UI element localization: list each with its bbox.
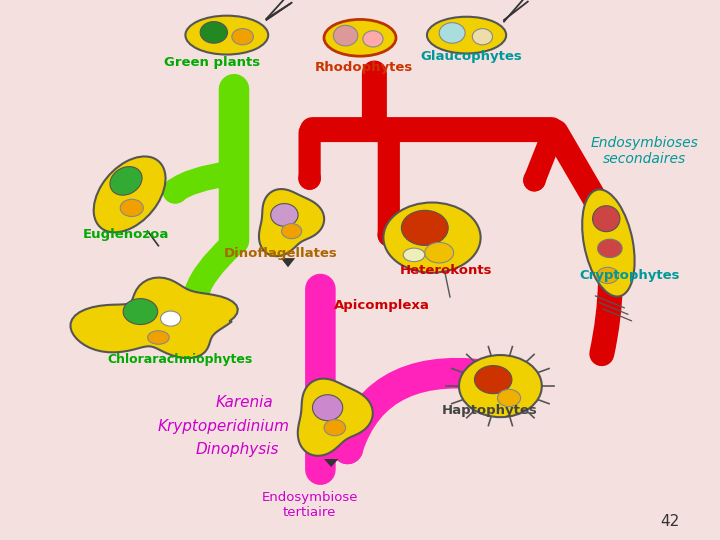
Ellipse shape xyxy=(363,31,383,47)
Ellipse shape xyxy=(232,29,253,45)
Ellipse shape xyxy=(312,395,343,421)
Text: Karenia: Karenia xyxy=(216,395,274,410)
Text: Dinophysis: Dinophysis xyxy=(196,442,279,457)
Text: Cryptophytes: Cryptophytes xyxy=(580,269,680,282)
Text: 42: 42 xyxy=(660,514,679,529)
Ellipse shape xyxy=(427,17,506,53)
Text: Endosymbiose
tertiaire: Endosymbiose tertiaire xyxy=(261,491,358,519)
Ellipse shape xyxy=(472,29,492,45)
Text: Chlorarachniophytes: Chlorarachniophytes xyxy=(107,353,253,366)
Ellipse shape xyxy=(598,239,622,258)
Ellipse shape xyxy=(200,22,228,43)
Ellipse shape xyxy=(474,366,512,394)
Text: Green plants: Green plants xyxy=(164,56,261,69)
Text: Glaucophytes: Glaucophytes xyxy=(420,50,523,63)
Ellipse shape xyxy=(110,167,142,195)
Ellipse shape xyxy=(439,23,465,43)
Ellipse shape xyxy=(123,299,158,325)
Ellipse shape xyxy=(383,202,481,273)
Ellipse shape xyxy=(402,210,448,245)
Ellipse shape xyxy=(324,420,346,436)
Polygon shape xyxy=(281,258,295,267)
Ellipse shape xyxy=(161,311,181,326)
Ellipse shape xyxy=(582,190,634,296)
Ellipse shape xyxy=(185,16,268,55)
Ellipse shape xyxy=(498,389,521,407)
Polygon shape xyxy=(71,278,238,358)
Polygon shape xyxy=(259,189,324,256)
Text: Euglenozoa: Euglenozoa xyxy=(83,228,169,241)
Ellipse shape xyxy=(425,242,454,263)
Ellipse shape xyxy=(459,355,541,417)
Text: Dinoflagellates: Dinoflagellates xyxy=(224,247,338,260)
Text: Haptophytes: Haptophytes xyxy=(442,404,537,417)
Text: Kryptoperidinium: Kryptoperidinium xyxy=(157,419,289,434)
Ellipse shape xyxy=(403,248,425,261)
Ellipse shape xyxy=(94,157,166,232)
Ellipse shape xyxy=(282,224,302,239)
Ellipse shape xyxy=(324,19,396,56)
Text: Heterokonts: Heterokonts xyxy=(400,264,492,276)
Text: Apicomplexa: Apicomplexa xyxy=(333,299,430,312)
Text: Endosymbioses
secondaires: Endosymbioses secondaires xyxy=(590,136,698,166)
Ellipse shape xyxy=(148,330,169,345)
Polygon shape xyxy=(298,379,373,456)
Ellipse shape xyxy=(593,206,620,232)
Ellipse shape xyxy=(120,199,143,217)
Ellipse shape xyxy=(333,25,358,46)
Polygon shape xyxy=(324,459,338,467)
Ellipse shape xyxy=(271,204,298,226)
Ellipse shape xyxy=(597,267,618,284)
Text: Rhodophytes: Rhodophytes xyxy=(315,61,413,74)
